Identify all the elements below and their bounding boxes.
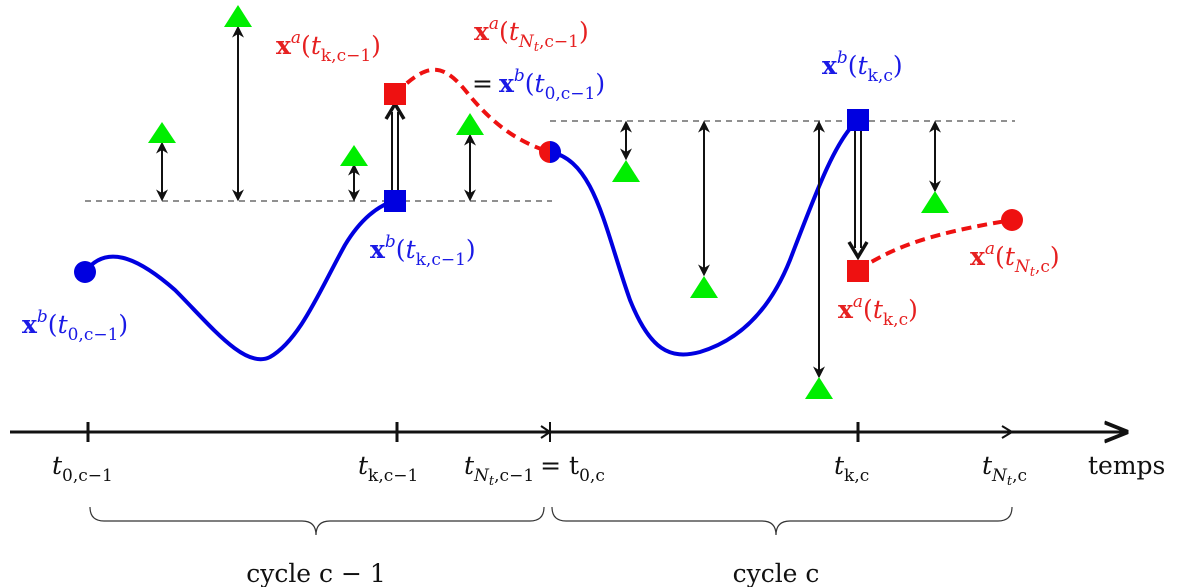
observation-marker	[340, 145, 368, 166]
label-xa-tN-curr: xa(tNt,c)	[970, 239, 1060, 280]
xb-tk-prev-marker	[384, 190, 406, 212]
brace-cycle-curr	[551, 506, 1013, 536]
tick-label-tN-curr: tNt,c	[982, 451, 1027, 489]
label-xb-tk-curr: xb(tk,c)	[822, 48, 903, 86]
label-xa-tk-prev: xa(tk,c−1)	[276, 28, 381, 66]
brace-label-cycle-prev: cycle c − 1	[246, 559, 386, 587]
tick-label-tk-curr: tk,c	[834, 451, 869, 486]
observation-marker	[921, 191, 949, 213]
junction-marker	[539, 141, 561, 163]
observation-marker	[612, 160, 640, 182]
innovation-arrows	[156, 25, 941, 379]
xb-tk-curr-marker	[847, 109, 869, 131]
xa-tN-curr-marker	[1001, 209, 1023, 231]
brace-label-cycle-curr: cycle c	[733, 559, 820, 587]
label-xb-t0-prev: xb(t0,c−1)	[22, 307, 128, 345]
analysis-trajectory-cycle-prev	[393, 67, 551, 154]
observation-marker	[224, 5, 252, 27]
tick-label-tN-prev: tNt,c−1 = t0,c	[464, 451, 605, 489]
observations	[148, 5, 949, 399]
label-eq-xb-t0-curr: = xb(t0,c−1)	[472, 66, 605, 104]
xb-t0-prev-marker	[74, 261, 96, 283]
increment-arrow-cycle-curr	[847, 126, 869, 261]
label-xb-tk-prev: xb(tk,c−1)	[370, 232, 476, 270]
increment-arrow-cycle-prev	[384, 100, 406, 196]
observation-marker	[690, 276, 718, 298]
analysis-trajectory-cycle-curr	[856, 218, 1013, 272]
tick-tN-curr	[1001, 425, 1014, 439]
observation-marker	[456, 113, 484, 135]
label-xa-tN-prev: xa(tNt,c−1)	[474, 14, 589, 55]
observation-marker	[805, 377, 833, 399]
brace-cycle-prev	[89, 506, 545, 536]
xa-tk-prev-marker	[384, 83, 406, 105]
tick-label-tk-prev: tk,c−1	[358, 451, 418, 486]
tick-label-t0-prev: t0,c−1	[52, 451, 113, 486]
xa-tk-curr-marker	[847, 260, 869, 282]
observation-marker	[148, 122, 176, 143]
label-xa-tk-curr: xa(tk,c)	[838, 292, 918, 330]
background-trajectory-cycle-prev	[83, 199, 396, 362]
axis-label-temps: temps	[1088, 451, 1165, 480]
